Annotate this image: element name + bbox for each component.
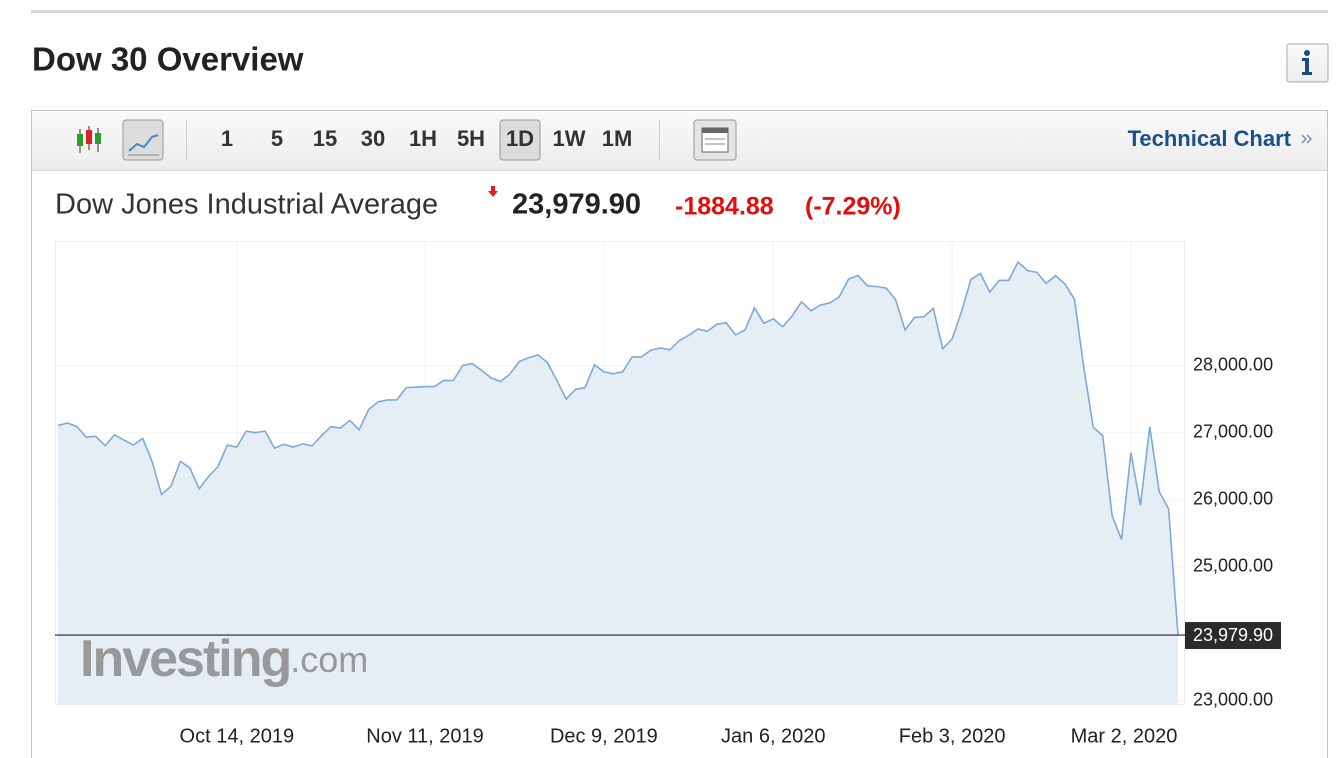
timeframe-button[interactable]: 1 — [221, 126, 233, 151]
x-tick-label: Oct 14, 2019 — [180, 725, 295, 747]
selected-timeframe — [499, 119, 541, 161]
watermark-suffix: .com — [290, 639, 368, 680]
info-button[interactable] — [1286, 43, 1329, 83]
x-tick-label: Jan 6, 2020 — [721, 725, 826, 747]
toolbar — [32, 111, 1327, 170]
timeframe-button[interactable]: 5H — [457, 126, 485, 151]
timeframe-button[interactable]: 1M — [602, 126, 633, 151]
watermark: Investing.com — [80, 630, 368, 688]
timeframe-button[interactable]: 5 — [271, 126, 283, 151]
percent-change: (-7.29%) — [805, 193, 901, 221]
x-tick-label: Feb 3, 2020 — [899, 725, 1006, 747]
timeframe-button[interactable]: 30 — [361, 126, 385, 151]
price-line — [57, 260, 1179, 636]
x-tick-label: Dec 9, 2019 — [550, 725, 658, 747]
timeframe-button[interactable]: 15 — [313, 126, 337, 151]
line-chart-button[interactable] — [122, 119, 164, 161]
page-title: Dow 30 Overview — [32, 41, 304, 78]
down-arrow-stem — [491, 186, 495, 191]
layout-button[interactable] — [693, 119, 737, 161]
y-tick-label: 28,000.00 — [1193, 355, 1273, 375]
x-tick-label: Mar 2, 2020 — [1071, 725, 1178, 747]
technical-chart-link[interactable]: Technical Chart — [1128, 126, 1292, 151]
chevrons — [1301, 134, 1313, 144]
last-price-tag — [1185, 622, 1281, 650]
y-tick-label: 27,000.00 — [1193, 422, 1273, 442]
top-rule — [31, 10, 1328, 13]
plot: Investing.com — [56, 242, 1184, 704]
area-fill — [58, 262, 1178, 704]
timeframe-button[interactable]: 1D — [506, 126, 534, 151]
down-arrow — [488, 191, 498, 197]
x-tick-label: Nov 11, 2019 — [366, 725, 484, 747]
price-change: -1884.88 — [675, 193, 774, 221]
watermark-brand: Investing — [80, 630, 290, 688]
last-price: 23,979.90 — [512, 189, 641, 221]
y-tick-label: 23,000.00 — [1193, 689, 1273, 709]
last-price-tag-label: 23,979.90 — [1193, 625, 1273, 645]
candlestick-button[interactable] — [77, 126, 101, 153]
y-tick-label: 25,000.00 — [1193, 555, 1273, 575]
y-tick-label: 26,000.00 — [1193, 489, 1273, 509]
instrument-name: Dow Jones Industrial Average — [55, 189, 438, 221]
timeframe-button[interactable]: 1W — [553, 126, 586, 151]
timeframe-button[interactable]: 1H — [409, 126, 437, 151]
